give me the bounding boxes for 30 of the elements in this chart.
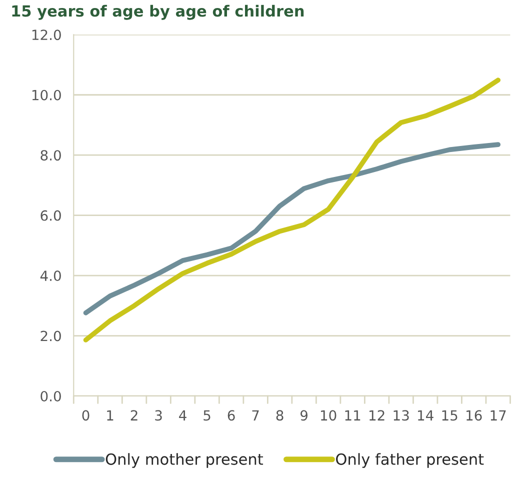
x-tick-label: 5: [204, 410, 210, 421]
legend-label: Only father present: [336, 453, 484, 468]
x-tick-label: 14: [418, 410, 434, 420]
y-tick-label: 8.0: [40, 150, 61, 161]
legend-label: Only mother present: [106, 453, 264, 468]
y-tick-label: 10.0: [32, 90, 61, 100]
x-tick-label: 12: [370, 410, 384, 420]
x-tick-label: 13: [394, 410, 409, 421]
x-tick-label: 8: [276, 410, 284, 421]
y-tick-label: 4.0: [40, 270, 61, 282]
x-tick-label: 1: [107, 410, 114, 420]
y-tick-label: 6.0: [40, 210, 61, 221]
x-tick-label: 9: [300, 410, 308, 421]
x-tick-label: 0: [82, 410, 90, 421]
chart-title: 15 years of age by age of children: [12, 4, 304, 20]
x-tick-label: 16: [466, 410, 482, 421]
x-tick-label: 7: [252, 410, 259, 420]
x-tick-label: 10: [321, 410, 336, 421]
x-tick-label: 11: [345, 410, 360, 420]
y-tick-label: 2.0: [40, 330, 61, 342]
x-tick-label: 2: [130, 410, 138, 420]
x-tick-label: 15: [442, 410, 458, 421]
y-tick-label: 0.0: [40, 390, 61, 402]
x-tick-label: 4: [179, 410, 186, 420]
x-tick-label: 3: [155, 410, 162, 421]
x-tick-label: 17: [490, 410, 506, 420]
line-series: [83, 142, 501, 316]
line-series: [83, 78, 501, 342]
x-tick-label: 6: [228, 410, 235, 421]
y-tick-label: 12.0: [32, 30, 61, 40]
